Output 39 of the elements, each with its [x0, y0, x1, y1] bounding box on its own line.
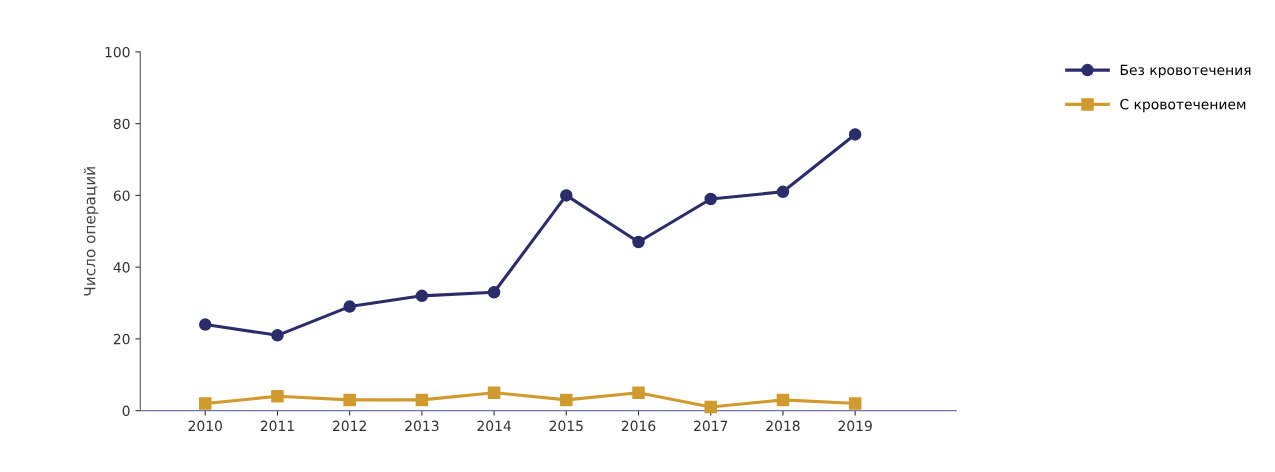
- point: [704, 400, 717, 414]
- y-tick-label: 20: [113, 333, 130, 345]
- x-tick-label: 2012: [333, 420, 366, 432]
- y-tick-label: 60: [113, 190, 130, 201]
- point: [632, 386, 645, 399]
- x-tick-label: 2015: [549, 420, 583, 432]
- x-tick-label: 2013: [405, 420, 439, 432]
- point: [415, 289, 429, 303]
- y-tick-label: 100: [105, 46, 130, 58]
- point: [487, 286, 501, 299]
- x-tick-label: 2018: [766, 420, 800, 432]
- point: [271, 329, 284, 342]
- point: [271, 390, 284, 403]
- x-tick-label: 2014: [477, 420, 511, 432]
- y-tick-label: 80: [113, 118, 130, 130]
- point: [776, 393, 790, 407]
- point: [776, 185, 790, 199]
- x-tick-label: 2019: [838, 420, 872, 432]
- point: [343, 393, 356, 407]
- legend-label: Без кровотечения: [1120, 64, 1251, 78]
- point: [848, 128, 862, 141]
- x-tick-label: 2010: [188, 420, 222, 432]
- point: [343, 300, 356, 313]
- point: [415, 393, 429, 407]
- y-tick-label: 0: [122, 405, 130, 417]
- legend-label: С кровотечением: [1120, 98, 1246, 113]
- y-tick-label: 40: [113, 262, 130, 273]
- point: [487, 386, 501, 399]
- y-axis-title: Число операций: [83, 167, 99, 296]
- point: [198, 397, 212, 410]
- point: [704, 192, 717, 206]
- point: [560, 393, 573, 407]
- point: [198, 318, 212, 331]
- point: [560, 189, 573, 202]
- x-tick-label: 2011: [260, 420, 294, 432]
- point: [848, 397, 862, 410]
- x-tick-label: 2016: [621, 420, 656, 432]
- x-tick-label: 2017: [694, 420, 728, 432]
- point: [632, 235, 645, 249]
